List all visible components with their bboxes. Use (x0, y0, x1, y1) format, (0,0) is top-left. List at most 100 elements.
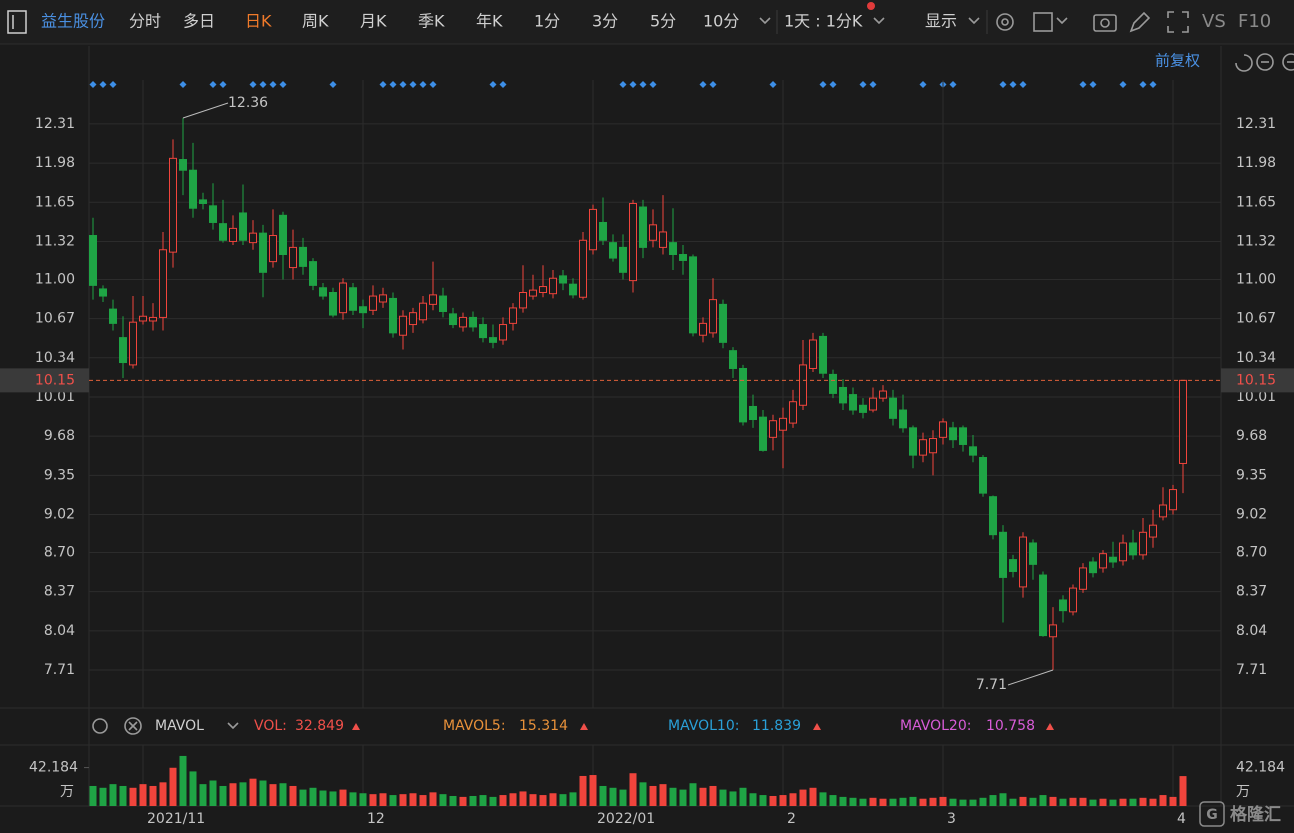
candle-body (259, 232, 267, 273)
y-tick-label: 8.04 (44, 623, 75, 639)
candle-body (909, 427, 917, 456)
volume-bar (209, 780, 217, 806)
signal-diamond (709, 81, 717, 88)
volume-bar (299, 789, 307, 806)
x-tick-label: 12 (367, 811, 385, 827)
volume-bar (179, 755, 187, 806)
watermark-logo (1199, 801, 1225, 827)
volume-bar (789, 793, 797, 806)
volume-bar (819, 792, 827, 806)
camera-icon[interactable] (1093, 14, 1117, 32)
x-tick-label: 2021/11 (147, 811, 205, 827)
volume-bar (609, 787, 617, 806)
candle-body (789, 401, 797, 424)
period-tab[interactable]: 5分 (650, 12, 676, 31)
volume-close-icon[interactable] (124, 717, 142, 735)
candle-body (449, 313, 457, 326)
chevron[interactable] (968, 17, 980, 25)
candle-body (759, 416, 767, 451)
period-tab[interactable]: 10分 (703, 12, 739, 31)
period-tab[interactable]: 季K (418, 12, 445, 31)
candle-body (309, 261, 317, 286)
candle-body (349, 287, 357, 311)
volume-bar (389, 795, 397, 806)
signal-diamond (1019, 81, 1027, 88)
volume-bar (519, 791, 527, 806)
period-tab[interactable]: 月K (360, 12, 387, 31)
reset-icon[interactable] (1235, 54, 1253, 72)
menu-icon[interactable] (7, 10, 27, 34)
trend-arrow (352, 723, 360, 730)
settings-icon[interactable] (996, 13, 1014, 31)
chevron[interactable] (873, 17, 885, 25)
candle-body (1129, 542, 1137, 556)
signal-diamond (829, 81, 837, 88)
volume-bar (259, 780, 267, 806)
volume-bar (629, 773, 637, 806)
volume-bar (1119, 798, 1127, 806)
volume-settings-icon[interactable] (92, 718, 108, 734)
volume-bar (89, 785, 97, 806)
zoom-in-icon[interactable] (1282, 53, 1294, 71)
volume-bar (939, 796, 947, 806)
f10-button[interactable]: F10 (1238, 11, 1271, 32)
candle-body (1039, 574, 1047, 637)
chevron[interactable] (1056, 17, 1068, 25)
chevron[interactable] (227, 722, 239, 730)
candle-body (199, 199, 207, 204)
volume-bar (159, 782, 167, 806)
period-tab[interactable]: 分时 (129, 12, 161, 31)
volume-bar (129, 787, 137, 806)
y-tick-label-right: 11.32 (1236, 233, 1276, 249)
candle-body (479, 324, 487, 339)
signal-diamond (489, 81, 497, 88)
candle-body (459, 316, 467, 328)
signal-diamond (329, 81, 337, 88)
signal-diamond (629, 81, 637, 88)
volume-bar (1019, 796, 1027, 806)
signal-diamond (619, 81, 627, 88)
last-price-box (1221, 368, 1294, 393)
volume-bar (1079, 797, 1087, 806)
period-tab[interactable]: 1分 (534, 12, 560, 31)
zoom-out-icon[interactable] (1256, 53, 1274, 71)
chevron[interactable] (759, 17, 771, 25)
pencil-icon[interactable] (1129, 11, 1151, 33)
volume-bar (349, 792, 357, 806)
candle-body (1069, 587, 1077, 613)
volume-unit: 万 (60, 784, 74, 800)
candle-body (249, 232, 257, 244)
volume-bar (879, 798, 887, 806)
indicator-name: MAVOL5: (443, 718, 506, 734)
y-tick-label: 11.65 (35, 194, 75, 210)
volume-bar (1049, 796, 1057, 806)
period-tab[interactable]: 年K (476, 12, 503, 31)
stock-name[interactable]: 益生股份 (41, 12, 105, 31)
y-tick-label-right: 11.98 (1236, 155, 1276, 171)
volume-bar (669, 787, 677, 806)
adjust-menu[interactable]: 前复权 (1155, 52, 1200, 70)
candle-body (929, 438, 937, 454)
layout-icon[interactable] (1033, 12, 1053, 32)
volume-bar (919, 798, 927, 806)
signal-diamond (1139, 81, 1147, 88)
period-tab[interactable]: 多日 (183, 12, 215, 31)
period-tab[interactable]: 日K (245, 12, 272, 31)
volume-bar (589, 775, 597, 806)
volume-bar (1089, 799, 1097, 806)
period-tab[interactable]: 3分 (592, 12, 618, 31)
display-menu[interactable]: 显示 (925, 12, 957, 31)
signal-diamond (419, 81, 427, 88)
volume-value: 32.849 (295, 718, 344, 734)
signal-diamond (179, 81, 187, 88)
y-tick-label: 11.00 (35, 271, 75, 287)
volume-bar (1149, 798, 1157, 806)
vs-button[interactable]: VS (1202, 11, 1226, 32)
period-tab[interactable]: 周K (302, 12, 329, 31)
fullscreen-icon[interactable] (1167, 11, 1189, 33)
candle-body (729, 350, 737, 369)
y-tick-label-right: 10.34 (1236, 350, 1276, 366)
period-select[interactable]: 1天 : 1分K (784, 12, 863, 31)
volume-bar (169, 767, 177, 806)
